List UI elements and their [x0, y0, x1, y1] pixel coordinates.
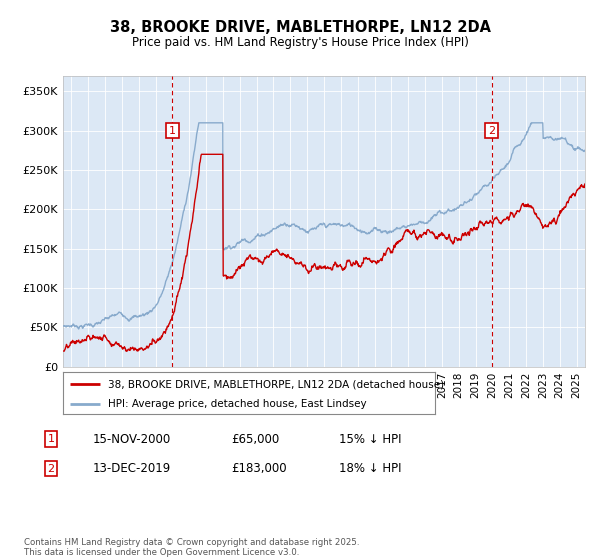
Text: £183,000: £183,000	[231, 462, 287, 475]
Text: HPI: Average price, detached house, East Lindsey: HPI: Average price, detached house, East…	[107, 399, 366, 409]
Text: 1: 1	[169, 125, 176, 136]
Text: 2: 2	[488, 125, 495, 136]
Text: Price paid vs. HM Land Registry's House Price Index (HPI): Price paid vs. HM Land Registry's House …	[131, 36, 469, 49]
Text: Contains HM Land Registry data © Crown copyright and database right 2025.
This d: Contains HM Land Registry data © Crown c…	[24, 538, 359, 557]
Text: 38, BROOKE DRIVE, MABLETHORPE, LN12 2DA: 38, BROOKE DRIVE, MABLETHORPE, LN12 2DA	[110, 20, 491, 35]
Text: 15% ↓ HPI: 15% ↓ HPI	[339, 432, 401, 446]
Text: 38, BROOKE DRIVE, MABLETHORPE, LN12 2DA (detached house): 38, BROOKE DRIVE, MABLETHORPE, LN12 2DA …	[107, 379, 444, 389]
Text: 13-DEC-2019: 13-DEC-2019	[93, 462, 171, 475]
Text: 15-NOV-2000: 15-NOV-2000	[93, 432, 171, 446]
Text: 1: 1	[47, 434, 55, 444]
Text: 18% ↓ HPI: 18% ↓ HPI	[339, 462, 401, 475]
Text: 2: 2	[47, 464, 55, 474]
Text: £65,000: £65,000	[231, 432, 279, 446]
